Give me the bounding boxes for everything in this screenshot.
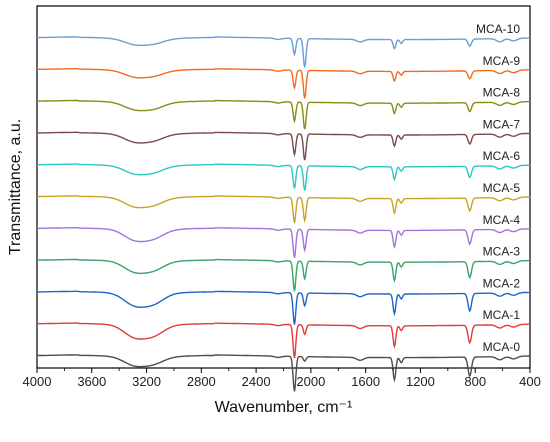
series-label-mca-9: MCA-9 xyxy=(483,54,521,68)
series-label-mca-10: MCA-10 xyxy=(476,22,520,36)
x-tick-label: 2000 xyxy=(296,374,325,389)
series-line-mca-6 xyxy=(36,163,530,191)
series-line-mca-3 xyxy=(36,258,530,292)
series-line-mca-4 xyxy=(36,227,530,259)
plot-area xyxy=(36,5,531,369)
series-label-mca-7: MCA-7 xyxy=(483,117,521,131)
x-tick-label: 1600 xyxy=(351,374,380,389)
series-label-mca-0: MCA-0 xyxy=(483,340,521,354)
series-line-mca-10 xyxy=(36,36,530,68)
series-label-layer: MCA-0 MCA-1 MCA-2 MCA-3 MCA-4 MCA-5 MCA-6 MCA-7… xyxy=(476,22,520,354)
x-tick-label: 3600 xyxy=(77,374,106,389)
series-line-mca-8 xyxy=(36,99,530,130)
x-axis: 4000 3600 3200 2800 2400 2000 1600 1200 800 400 xyxy=(23,368,541,389)
x-tick-label: 2800 xyxy=(187,374,216,389)
x-tick-label: 4000 xyxy=(23,374,52,389)
series-line-mca-5 xyxy=(36,195,530,224)
x-tick-label: 3200 xyxy=(132,374,161,389)
series-label-mca-3: MCA-3 xyxy=(483,245,521,259)
series-line-mca-9 xyxy=(36,68,530,99)
series-layer xyxy=(36,36,530,392)
series-label-mca-8: MCA-8 xyxy=(483,86,521,100)
plot-frame xyxy=(36,5,531,369)
series-label-mca-2: MCA-2 xyxy=(483,276,521,290)
x-tick-label: 400 xyxy=(519,374,541,389)
series-label-mca-5: MCA-5 xyxy=(483,181,521,195)
x-tick-label: 800 xyxy=(464,374,486,389)
series-label-mca-4: MCA-4 xyxy=(483,213,521,227)
series-line-mca-0 xyxy=(36,354,530,392)
series-line-mca-7 xyxy=(36,131,530,161)
x-tick-label: 2400 xyxy=(242,374,271,389)
series-label-mca-1: MCA-1 xyxy=(483,308,521,322)
y-axis-title: Transmittance, a.u. xyxy=(7,119,24,255)
x-tick-label: 1200 xyxy=(406,374,435,389)
series-label-mca-6: MCA-6 xyxy=(483,149,521,163)
series-line-mca-1 xyxy=(36,322,530,359)
x-axis-title: Wavenumber, cm⁻¹ xyxy=(215,399,353,416)
series-line-mca-2 xyxy=(36,290,530,325)
